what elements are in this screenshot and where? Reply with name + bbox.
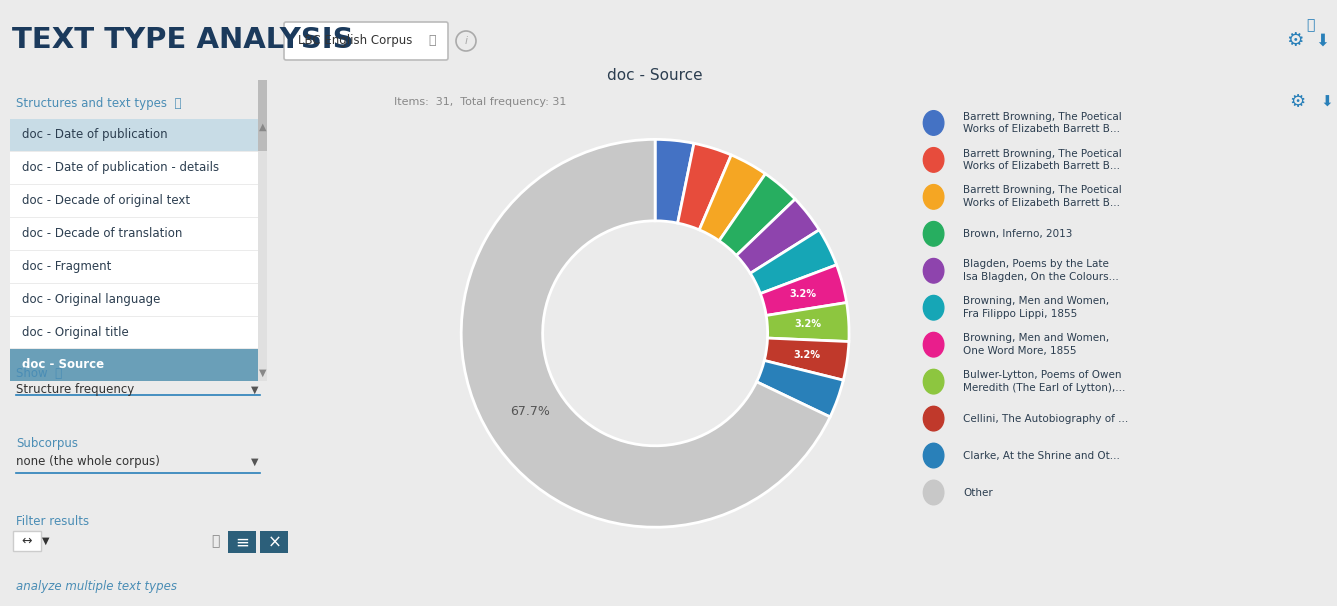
Bar — [9, 251, 265, 282]
Text: ⬇: ⬇ — [1321, 95, 1333, 110]
Wedge shape — [757, 361, 844, 417]
Text: Subcorpus: Subcorpus — [16, 437, 78, 450]
Text: Barrett Browning, The Poetical
Works of Elizabeth Barrett B...: Barrett Browning, The Poetical Works of … — [963, 185, 1122, 208]
Text: analyze multiple text types: analyze multiple text types — [16, 579, 176, 593]
Text: Clarke, At the Shrine and Ot...: Clarke, At the Shrine and Ot... — [963, 450, 1120, 461]
Circle shape — [924, 111, 944, 135]
Text: Show  ⓘ: Show ⓘ — [16, 367, 62, 380]
Text: 3.2%: 3.2% — [794, 319, 821, 330]
Text: Browning, Men and Women,
One Word More, 1855: Browning, Men and Women, One Word More, … — [963, 333, 1110, 356]
Text: doc - Decade of original text: doc - Decade of original text — [21, 194, 190, 207]
Text: ▼: ▼ — [43, 536, 49, 546]
Text: ⚙: ⚙ — [1289, 93, 1305, 111]
Bar — [229, 531, 257, 553]
Bar — [9, 119, 265, 151]
Bar — [9, 284, 265, 316]
Bar — [258, 119, 267, 381]
Text: ▼: ▼ — [258, 367, 266, 378]
Bar — [261, 531, 289, 553]
Circle shape — [924, 480, 944, 505]
Wedge shape — [719, 174, 796, 256]
Text: none (the whole corpus): none (the whole corpus) — [16, 454, 160, 468]
Text: Barrett Browning, The Poetical
Works of Elizabeth Barrett B...: Barrett Browning, The Poetical Works of … — [963, 148, 1122, 171]
Text: 3.2%: 3.2% — [793, 350, 821, 360]
Text: Brown, Inferno, 2013: Brown, Inferno, 2013 — [963, 229, 1072, 239]
Text: ▼: ▼ — [251, 456, 258, 466]
Text: 🔍: 🔍 — [211, 534, 219, 548]
Wedge shape — [699, 155, 765, 241]
Text: ▼: ▼ — [251, 384, 258, 395]
Wedge shape — [461, 139, 830, 527]
Text: Blagden, Poems by the Late
Isa Blagden, On the Colours...: Blagden, Poems by the Late Isa Blagden, … — [963, 259, 1119, 282]
Text: TEXT TYPE ANALYSIS: TEXT TYPE ANALYSIS — [12, 26, 353, 54]
Text: Filter results: Filter results — [16, 514, 90, 528]
Text: Browning, Men and Women,
Fra Filippo Lippi, 1855: Browning, Men and Women, Fra Filippo Lip… — [963, 296, 1110, 319]
Text: 🔍: 🔍 — [428, 35, 436, 47]
Text: doc - Date of publication - details: doc - Date of publication - details — [21, 161, 219, 174]
Text: 67.7%: 67.7% — [511, 405, 551, 418]
Text: ≡: ≡ — [235, 533, 249, 551]
Bar — [258, 52, 267, 151]
Text: Structure frequency: Structure frequency — [16, 383, 134, 396]
Wedge shape — [761, 265, 846, 316]
Bar — [13, 531, 41, 551]
Wedge shape — [678, 143, 731, 230]
Wedge shape — [765, 338, 849, 380]
Text: doc - Source: doc - Source — [21, 359, 104, 371]
Text: ×: × — [267, 533, 281, 551]
Wedge shape — [766, 302, 849, 342]
Circle shape — [924, 259, 944, 283]
Bar — [9, 152, 265, 184]
Bar — [9, 218, 265, 250]
FancyBboxPatch shape — [283, 22, 448, 60]
Circle shape — [924, 296, 944, 320]
Text: i: i — [464, 36, 468, 46]
Circle shape — [924, 333, 944, 357]
Circle shape — [924, 369, 944, 394]
Circle shape — [924, 222, 944, 246]
Circle shape — [924, 185, 944, 209]
Text: doc - Original title: doc - Original title — [21, 325, 128, 339]
Text: doc - Date of publication: doc - Date of publication — [21, 128, 167, 141]
Bar — [9, 316, 265, 348]
Title: doc - Source: doc - Source — [607, 68, 703, 83]
Text: doc - Decade of translation: doc - Decade of translation — [21, 227, 182, 240]
Text: ▲: ▲ — [258, 122, 266, 132]
Text: ⚙: ⚙ — [1286, 32, 1304, 50]
Text: 3.2%: 3.2% — [790, 289, 817, 299]
Text: doc - Original language: doc - Original language — [21, 293, 160, 305]
Wedge shape — [737, 199, 820, 273]
Text: Items:  31,  Total frequency: 31: Items: 31, Total frequency: 31 — [394, 97, 567, 107]
Wedge shape — [655, 139, 694, 223]
Text: ↔: ↔ — [21, 534, 32, 548]
Text: ⬇: ⬇ — [1316, 32, 1329, 50]
Circle shape — [924, 148, 944, 172]
Text: Cellini, The Autobiography of ...: Cellini, The Autobiography of ... — [963, 414, 1128, 424]
Text: Barrett Browning, The Poetical
Works of Elizabeth Barrett B...: Barrett Browning, The Poetical Works of … — [963, 112, 1122, 135]
Text: Other: Other — [963, 487, 993, 498]
Bar — [9, 350, 265, 381]
Circle shape — [924, 443, 944, 468]
Wedge shape — [750, 230, 837, 293]
Circle shape — [924, 406, 944, 431]
Text: Bulwer-Lytton, Poems of Owen
Meredith (The Earl of Lytton),...: Bulwer-Lytton, Poems of Owen Meredith (T… — [963, 370, 1126, 393]
Bar — [9, 185, 265, 217]
Text: Structures and text types  ⓘ: Structures and text types ⓘ — [16, 98, 182, 110]
Text: LBC English Corpus: LBC English Corpus — [298, 35, 412, 47]
Text: 👤: 👤 — [1306, 18, 1314, 32]
Text: doc - Fragment: doc - Fragment — [21, 259, 111, 273]
